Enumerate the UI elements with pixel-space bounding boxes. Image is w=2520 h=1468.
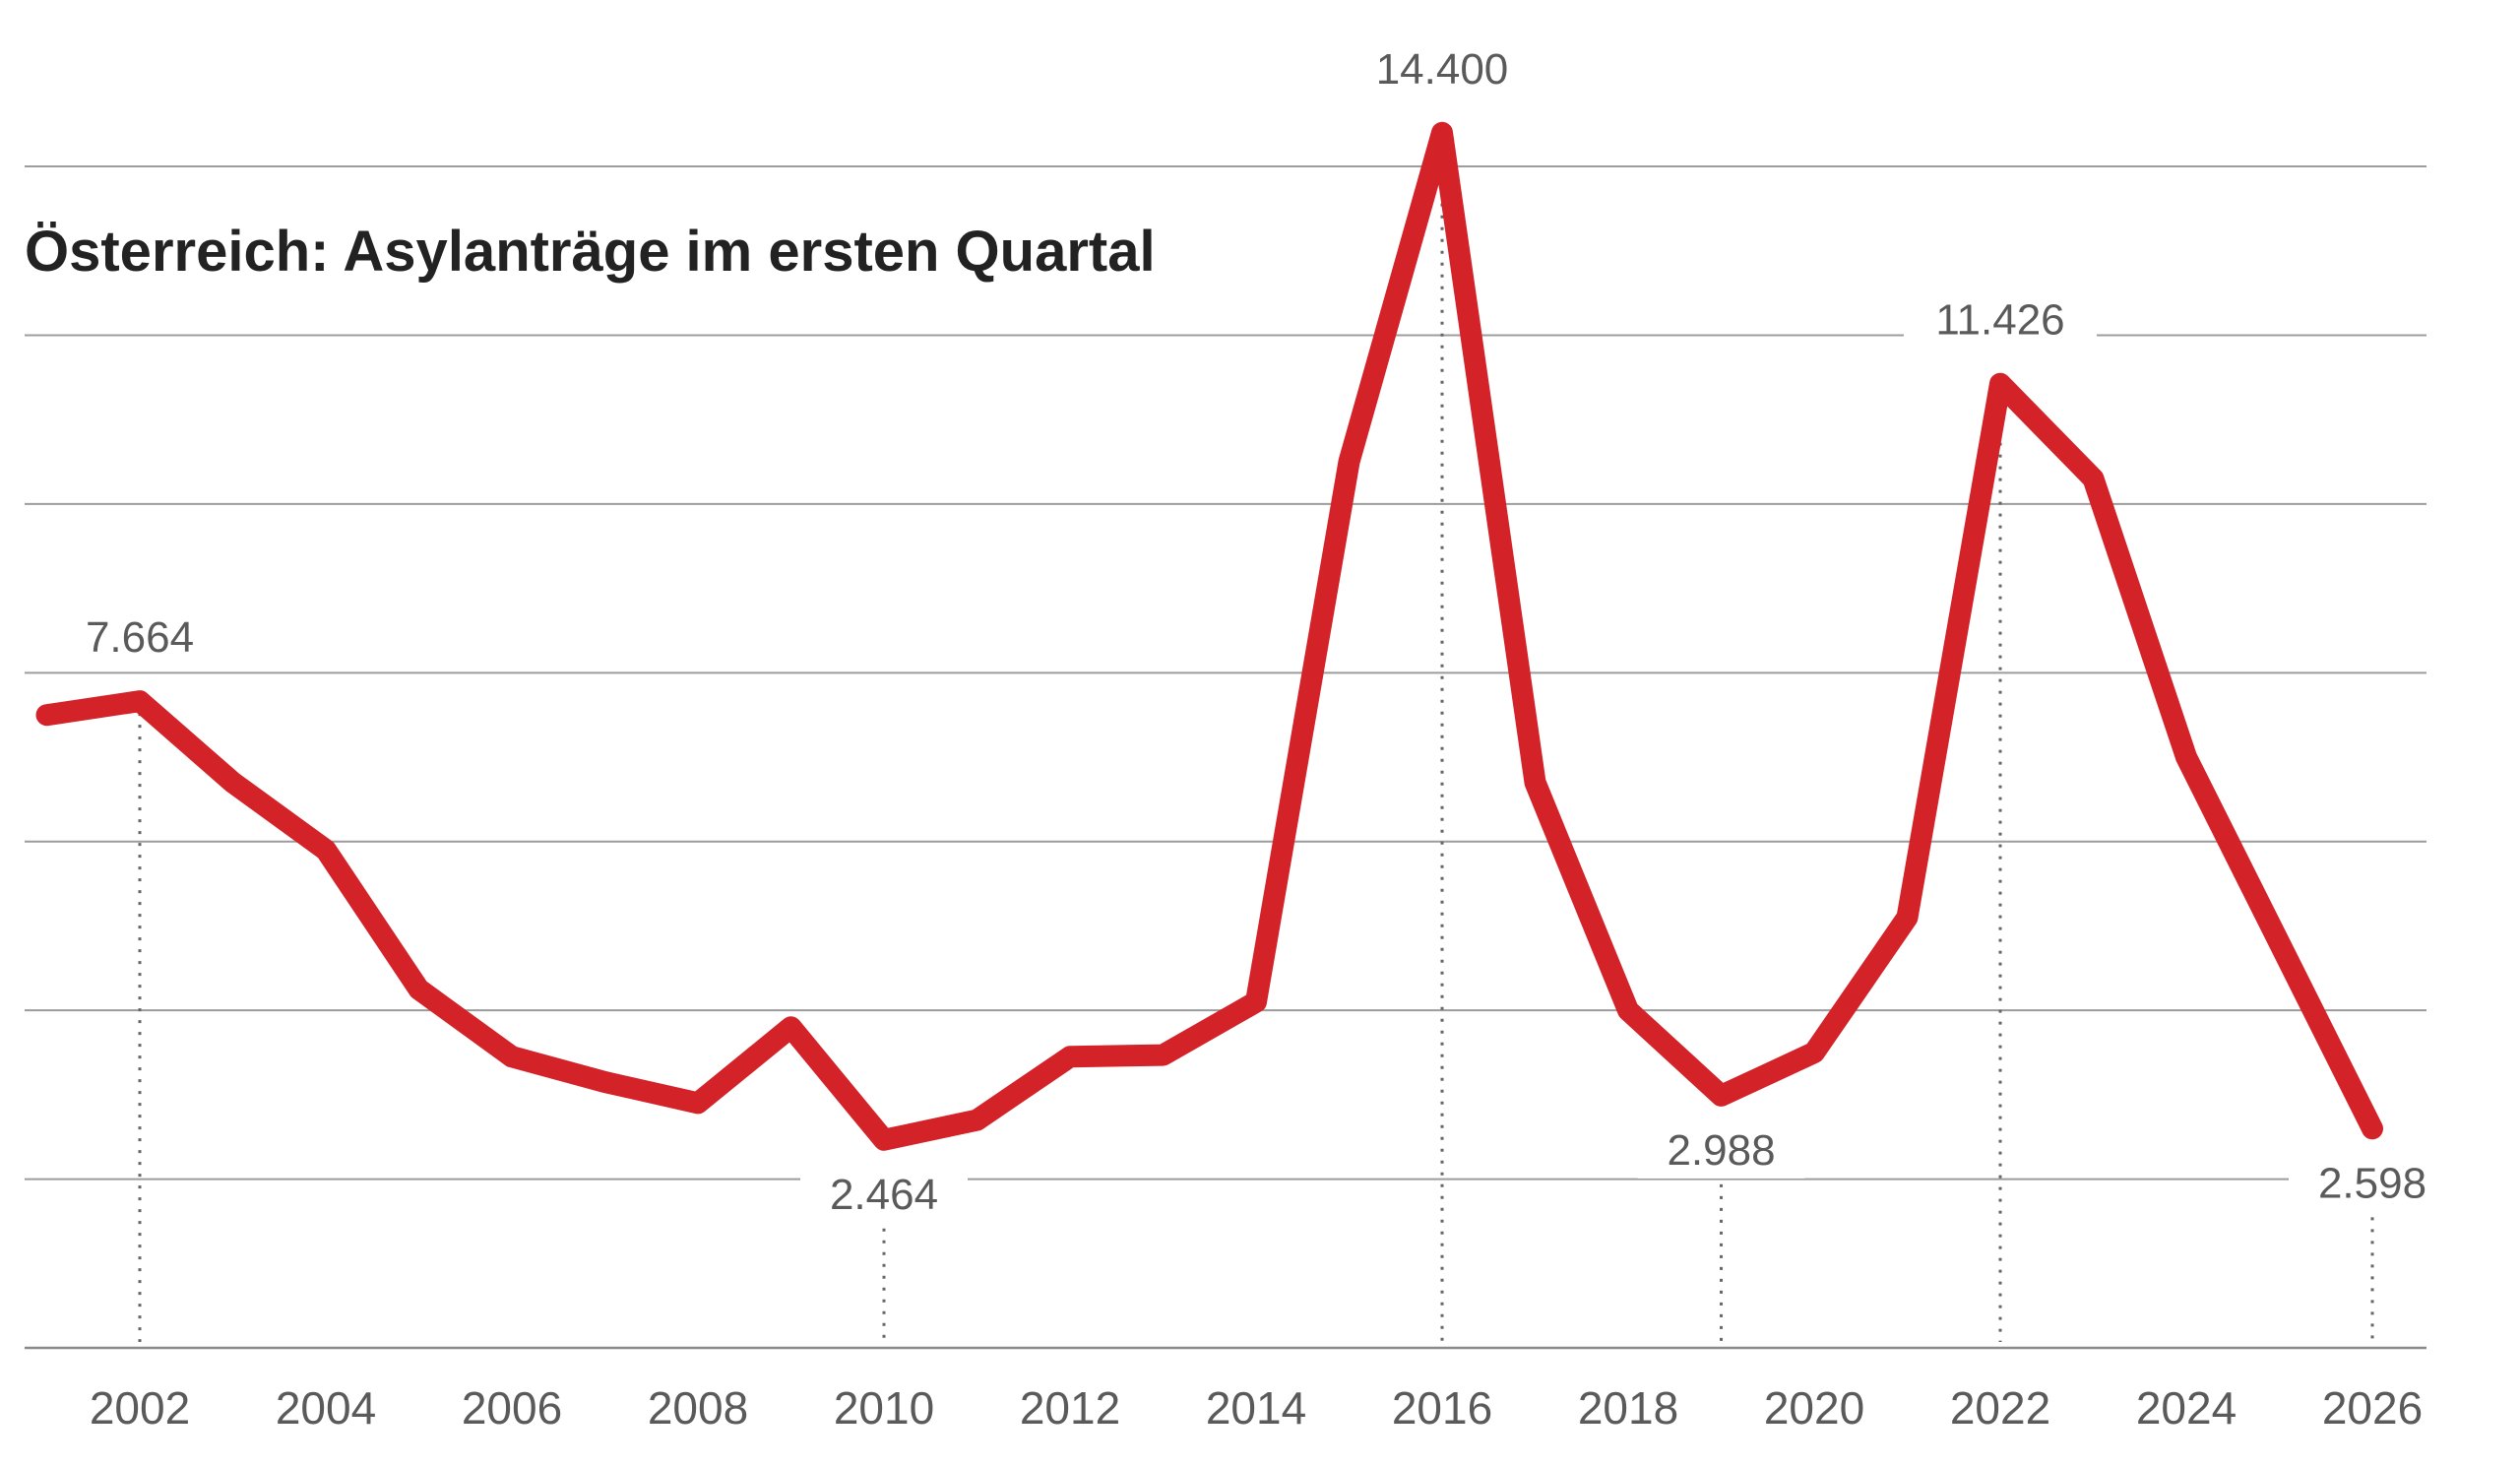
x-tick-label: 2008 (648, 1382, 748, 1434)
data-label: 2.464 (830, 1171, 938, 1219)
data-label: 7.664 (86, 613, 194, 662)
x-tick-label: 2006 (462, 1382, 562, 1434)
x-tick-label: 2020 (1764, 1382, 1864, 1434)
chart-title: Österreich: Asylanträge im ersten Quarta… (25, 220, 1156, 284)
x-tick-label: 2012 (1020, 1382, 1120, 1434)
data-label: 14.400 (1376, 45, 1509, 94)
data-label: 11.426 (1935, 296, 2064, 345)
x-axis-tick-labels: 2002 2004 2006 2008 2010 2012 2014 2016 2018 2020… (90, 1382, 2423, 1434)
x-tick-label: 2018 (1578, 1382, 1678, 1434)
x-tick-label: 2014 (1206, 1382, 1306, 1434)
x-tick-label: 2026 (2322, 1382, 2423, 1434)
data-label: 2.598 (2318, 1159, 2426, 1207)
x-tick-label: 2022 (1950, 1382, 2050, 1434)
x-tick-label: 2010 (834, 1382, 934, 1434)
x-tick-label: 2016 (1392, 1382, 1492, 1434)
x-tick-label: 2024 (2136, 1382, 2236, 1434)
data-label: 2.988 (1667, 1126, 1775, 1175)
x-tick-label: 2004 (276, 1382, 376, 1434)
x-tick-label: 2002 (90, 1382, 190, 1434)
